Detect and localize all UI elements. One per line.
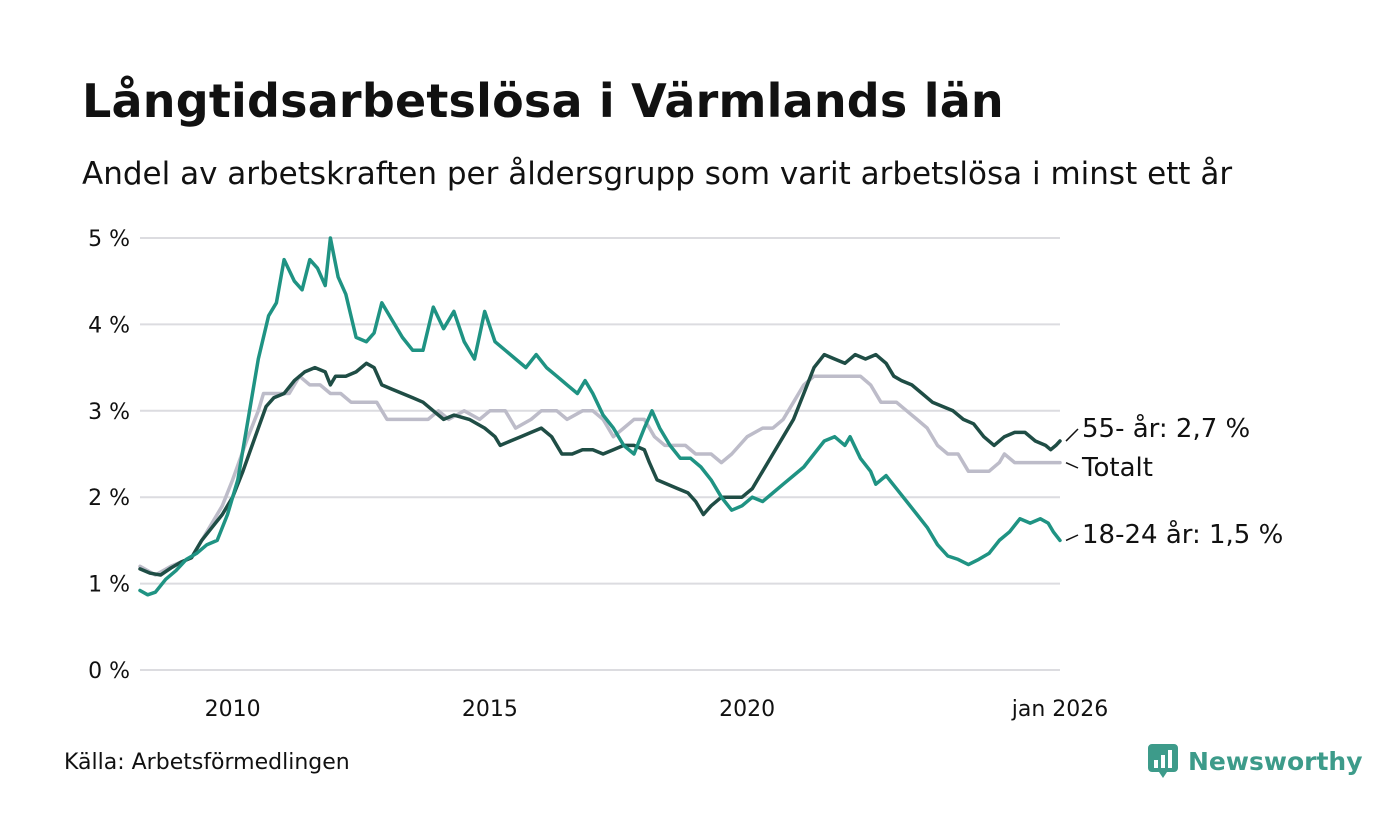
y-axis-labels: 0 % 1 % 2 % 3 % 4 % 5 % bbox=[88, 227, 130, 684]
x-tick-label: 2010 bbox=[205, 697, 261, 722]
label-connector bbox=[1065, 461, 1079, 469]
label-connector bbox=[1065, 534, 1079, 542]
series-end-label: Totalt bbox=[1081, 453, 1153, 483]
chart-title: Långtidsarbetslösa i Värmlands län bbox=[82, 74, 1004, 128]
series-end-labels: Totalt 55- år: 2,7 % 18-24 år: 1,5 % bbox=[1065, 413, 1283, 550]
x-tick-label: 2020 bbox=[719, 697, 775, 722]
newsworthy-logo-icon bbox=[1148, 744, 1178, 778]
y-tick-label: 4 % bbox=[88, 313, 130, 338]
y-tick-label: 1 % bbox=[88, 573, 130, 598]
label-connector bbox=[1065, 428, 1079, 442]
series-end-label: 18-24 år: 1,5 % bbox=[1082, 519, 1283, 550]
y-tick-label: 5 % bbox=[88, 227, 130, 252]
series-lines bbox=[138, 236, 1062, 597]
y-tick-label: 2 % bbox=[88, 486, 130, 511]
chart-subtitle: Andel av arbetskraften per åldersgrupp s… bbox=[82, 156, 1233, 192]
x-tick-label: jan 2026 bbox=[1011, 697, 1109, 722]
series-end-label: 55- år: 2,7 % bbox=[1082, 413, 1250, 444]
series-line bbox=[138, 352, 1062, 577]
x-tick-label: 2015 bbox=[462, 697, 518, 722]
series-line bbox=[138, 374, 1062, 577]
line-chart: 0 %1 %2 %3 %4 %5 % 2010 2015 2020 jan 2026 … bbox=[88, 227, 1283, 722]
y-tick-label: 3 % bbox=[88, 400, 130, 425]
y-tick-label: 0 % bbox=[88, 659, 130, 684]
x-axis-labels: 2010 2015 2020 jan 2026 bbox=[205, 697, 1109, 722]
series-line bbox=[138, 236, 1062, 597]
brand-logo: Newsworthy bbox=[1148, 744, 1363, 778]
source-note: Källa: Arbetsförmedlingen bbox=[64, 750, 350, 775]
brand-name: Newsworthy bbox=[1188, 746, 1363, 776]
